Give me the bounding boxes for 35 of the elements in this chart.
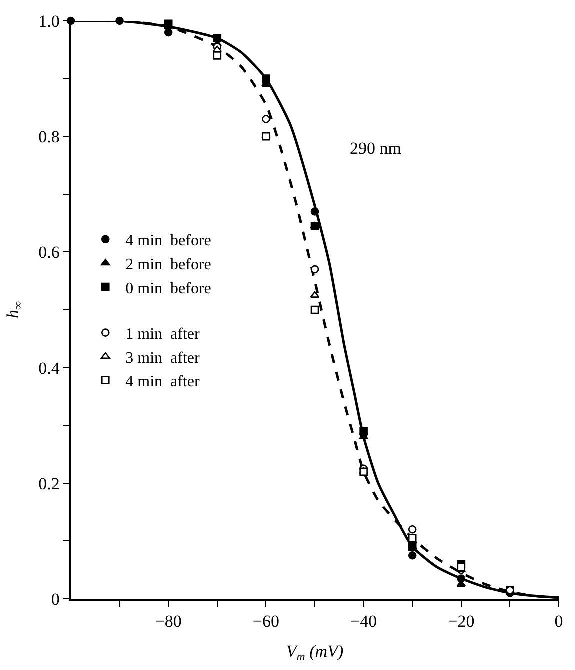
point (310, 208, 320, 216)
x-tick-label: −80 (155, 612, 182, 632)
point (310, 306, 320, 314)
point (262, 115, 270, 124)
point (164, 20, 173, 28)
y-tick-label: 0.8 (38, 128, 60, 147)
legend-label: 3 min after (126, 350, 201, 367)
x-tick-label: −40 (350, 612, 378, 632)
x-axis-title: V$_{m}$ (mV) (286, 642, 344, 664)
point (164, 28, 173, 37)
y-tick-label: 0.4 (38, 358, 60, 378)
legend-label: 0 min before (126, 280, 212, 298)
y-tick-label: 0 (51, 590, 60, 609)
point (360, 427, 368, 436)
point (310, 291, 320, 298)
point (408, 552, 417, 560)
legend-label: 4 min before (126, 232, 212, 250)
legend-label: 4 min after (126, 374, 201, 391)
x-tick-label: 0 (554, 612, 564, 632)
point (262, 74, 270, 83)
y-tick-label: 1.0 (38, 12, 60, 31)
x-tick-label: −60 (252, 612, 280, 632)
legend-label: 1 min after (126, 326, 201, 344)
point (408, 525, 417, 534)
point (213, 52, 222, 60)
point (116, 16, 124, 26)
y-tick-label: 0.6 (38, 243, 60, 262)
point (408, 534, 417, 542)
annotation: 290 nm (350, 139, 402, 158)
y-tick-label: 0.2 (38, 474, 60, 494)
legend-label: 2 min before (126, 256, 212, 274)
point (457, 563, 466, 572)
x-tick-label: −20 (448, 612, 475, 632)
point (310, 265, 320, 274)
point (213, 34, 222, 42)
